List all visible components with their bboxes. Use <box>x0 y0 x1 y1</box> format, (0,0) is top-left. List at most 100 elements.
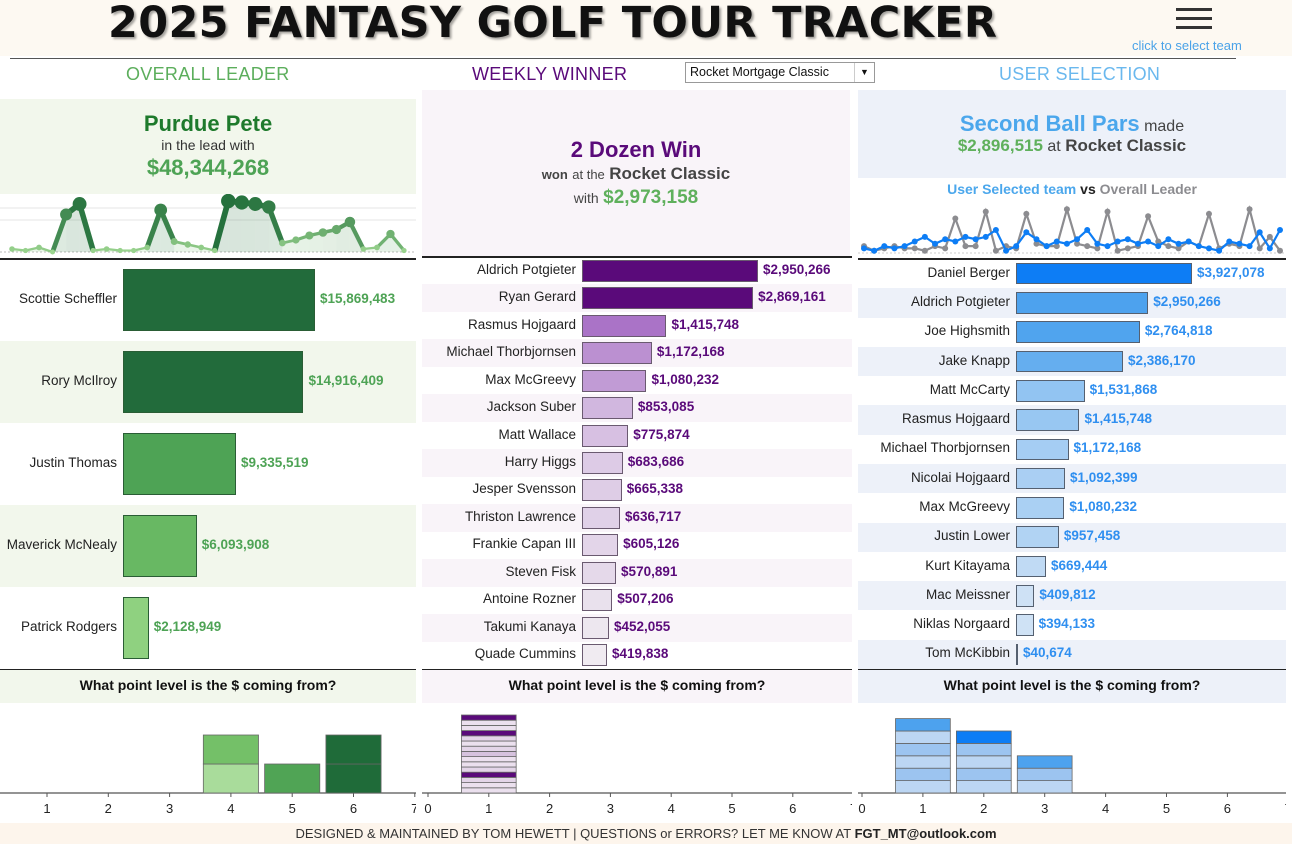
bar-row-background <box>858 464 1286 494</box>
player-name: Matt McCarty <box>929 381 1010 397</box>
player-name: Quade Cummins <box>474 646 576 662</box>
user-series-point <box>1003 247 1010 254</box>
player-earnings-label: $2,950,266 <box>1153 293 1221 309</box>
player-name: Michael Thorbjornsen <box>880 440 1010 456</box>
user-series-point <box>871 247 878 254</box>
header-divider <box>10 58 1236 59</box>
player-name: Frankie Capan III <box>472 536 576 552</box>
user-series-point <box>921 233 928 240</box>
axis-tick-label: 6 <box>350 801 357 816</box>
spark-point <box>248 197 263 211</box>
player-earnings-bar <box>582 479 622 502</box>
user-series-point <box>992 227 999 233</box>
player-earnings-label: $15,869,483 <box>320 291 396 306</box>
spark-point <box>131 247 137 254</box>
leader-series-point <box>1063 206 1070 213</box>
overall-leader-heading: OVERALL LEADER <box>126 64 290 84</box>
footer-credit: DESIGNED & MAINTAINED BY TOM HEWETT | QU… <box>295 826 855 841</box>
user-series-point <box>1074 236 1081 243</box>
player-earnings-label: $2,128,949 <box>153 619 222 634</box>
select-team-link[interactable]: click to select team <box>1132 38 1242 53</box>
user-series-point <box>901 243 908 250</box>
spark-point <box>36 244 42 251</box>
user-series-point <box>1053 238 1060 245</box>
spark-point <box>331 224 341 235</box>
user-series-point <box>1205 245 1212 252</box>
player-earnings-label: $605,126 <box>623 536 680 552</box>
chevron-down-icon[interactable]: ▼ <box>854 63 874 82</box>
axis-tick-label: 3 <box>1041 801 1048 816</box>
player-earnings-bar <box>582 369 647 392</box>
spark-point <box>401 247 407 254</box>
player-earnings-label: $1,080,232 <box>1069 498 1137 514</box>
player-earnings-bar <box>582 561 617 584</box>
spark-segment <box>211 200 232 252</box>
player-earnings-bar <box>582 397 633 420</box>
point-level-segment <box>461 724 517 731</box>
point-level-segment <box>1016 755 1073 769</box>
leader-series-point <box>1023 210 1030 217</box>
point-level-segment <box>955 730 1012 744</box>
axis-tick-label: 7 <box>411 801 416 816</box>
player-earnings-label: $6,093,908 <box>201 537 270 552</box>
point-level-segment <box>895 730 951 744</box>
spark-segment <box>144 209 164 249</box>
user-series-point <box>1104 243 1111 250</box>
user-team-line: Second Ball Pars made <box>858 111 1286 137</box>
player-earnings-label: $452,055 <box>613 618 671 634</box>
axis-tick-label: 4 <box>227 801 234 816</box>
point-level-segment <box>461 771 517 778</box>
leader-series-point <box>1053 243 1060 250</box>
won-at-line: won at the Rocket Classic <box>422 164 850 184</box>
leader-series-point <box>1084 243 1091 250</box>
weekly-player-bars: Aldrich Potgieter $2,950,266 Ryan Gerard $2… <box>422 257 852 669</box>
point-level-segment <box>955 743 1012 757</box>
point-level-segment <box>461 756 517 763</box>
axis-tick-label: 4 <box>668 801 675 816</box>
player-earnings-label: $1,092,399 <box>1069 469 1138 485</box>
axis-tick-label: 7 <box>850 801 852 816</box>
spark-point <box>198 244 205 251</box>
player-earnings-label: $775,874 <box>633 426 690 442</box>
page-title: 2025 FANTASY GOLF TOUR TRACKER <box>108 0 998 48</box>
axis-tick-label: 0 <box>424 801 431 816</box>
user-series-point <box>1246 243 1253 250</box>
footer-email[interactable]: FGT_MT@outlook.com <box>854 826 997 841</box>
leader-series-point <box>1124 245 1131 252</box>
player-earnings-bar <box>1016 350 1123 373</box>
user-series-point <box>982 233 989 240</box>
spark-point <box>60 208 73 221</box>
point-level-segment <box>1016 767 1073 781</box>
player-name: Jackson Suber <box>486 399 576 415</box>
user-series-point <box>1013 243 1020 250</box>
user-team-name: Second Ball Pars <box>959 111 1140 136</box>
leader-weekly-sparkline <box>0 194 416 255</box>
hamburger-icon[interactable] <box>1176 2 1212 32</box>
leader-series-point <box>1256 245 1263 252</box>
axis-tick-label: 0 <box>858 801 865 816</box>
leader-series-point <box>1104 208 1111 215</box>
point-level-segment <box>895 780 951 794</box>
overall-points-question: What point level is the $ coming from? <box>0 669 416 703</box>
tournament-select[interactable]: Rocket Mortgage Classic ▼ <box>685 62 875 83</box>
comparison-legend: User Selected team vs Overall Leader <box>858 181 1286 197</box>
legend-user-team: User Selected team <box>947 181 1077 197</box>
leader-series-point <box>1246 206 1253 213</box>
point-level-segment <box>461 719 517 726</box>
user-point-level-chart: 0 1 2 3 4 5 6 7 <box>858 718 1286 816</box>
spark-segment <box>50 213 69 253</box>
user-vs-leader-linechart <box>858 205 1286 254</box>
axis-tick-label: 3 <box>607 801 614 816</box>
overall-divider <box>0 258 416 260</box>
spark-point <box>234 195 249 210</box>
player-earnings-bar <box>123 269 315 331</box>
user-series-point <box>1175 240 1182 247</box>
user-series-point <box>1094 240 1101 247</box>
player-name: Nicolai Hojgaard <box>910 469 1010 485</box>
bar-row-background <box>422 394 852 422</box>
header-band <box>0 0 1292 56</box>
player-name: Jake Knapp <box>938 352 1010 368</box>
user-series-point <box>1124 236 1131 243</box>
user-selection-heading: USER SELECTION <box>999 64 1161 84</box>
user-series-point <box>1114 238 1121 245</box>
